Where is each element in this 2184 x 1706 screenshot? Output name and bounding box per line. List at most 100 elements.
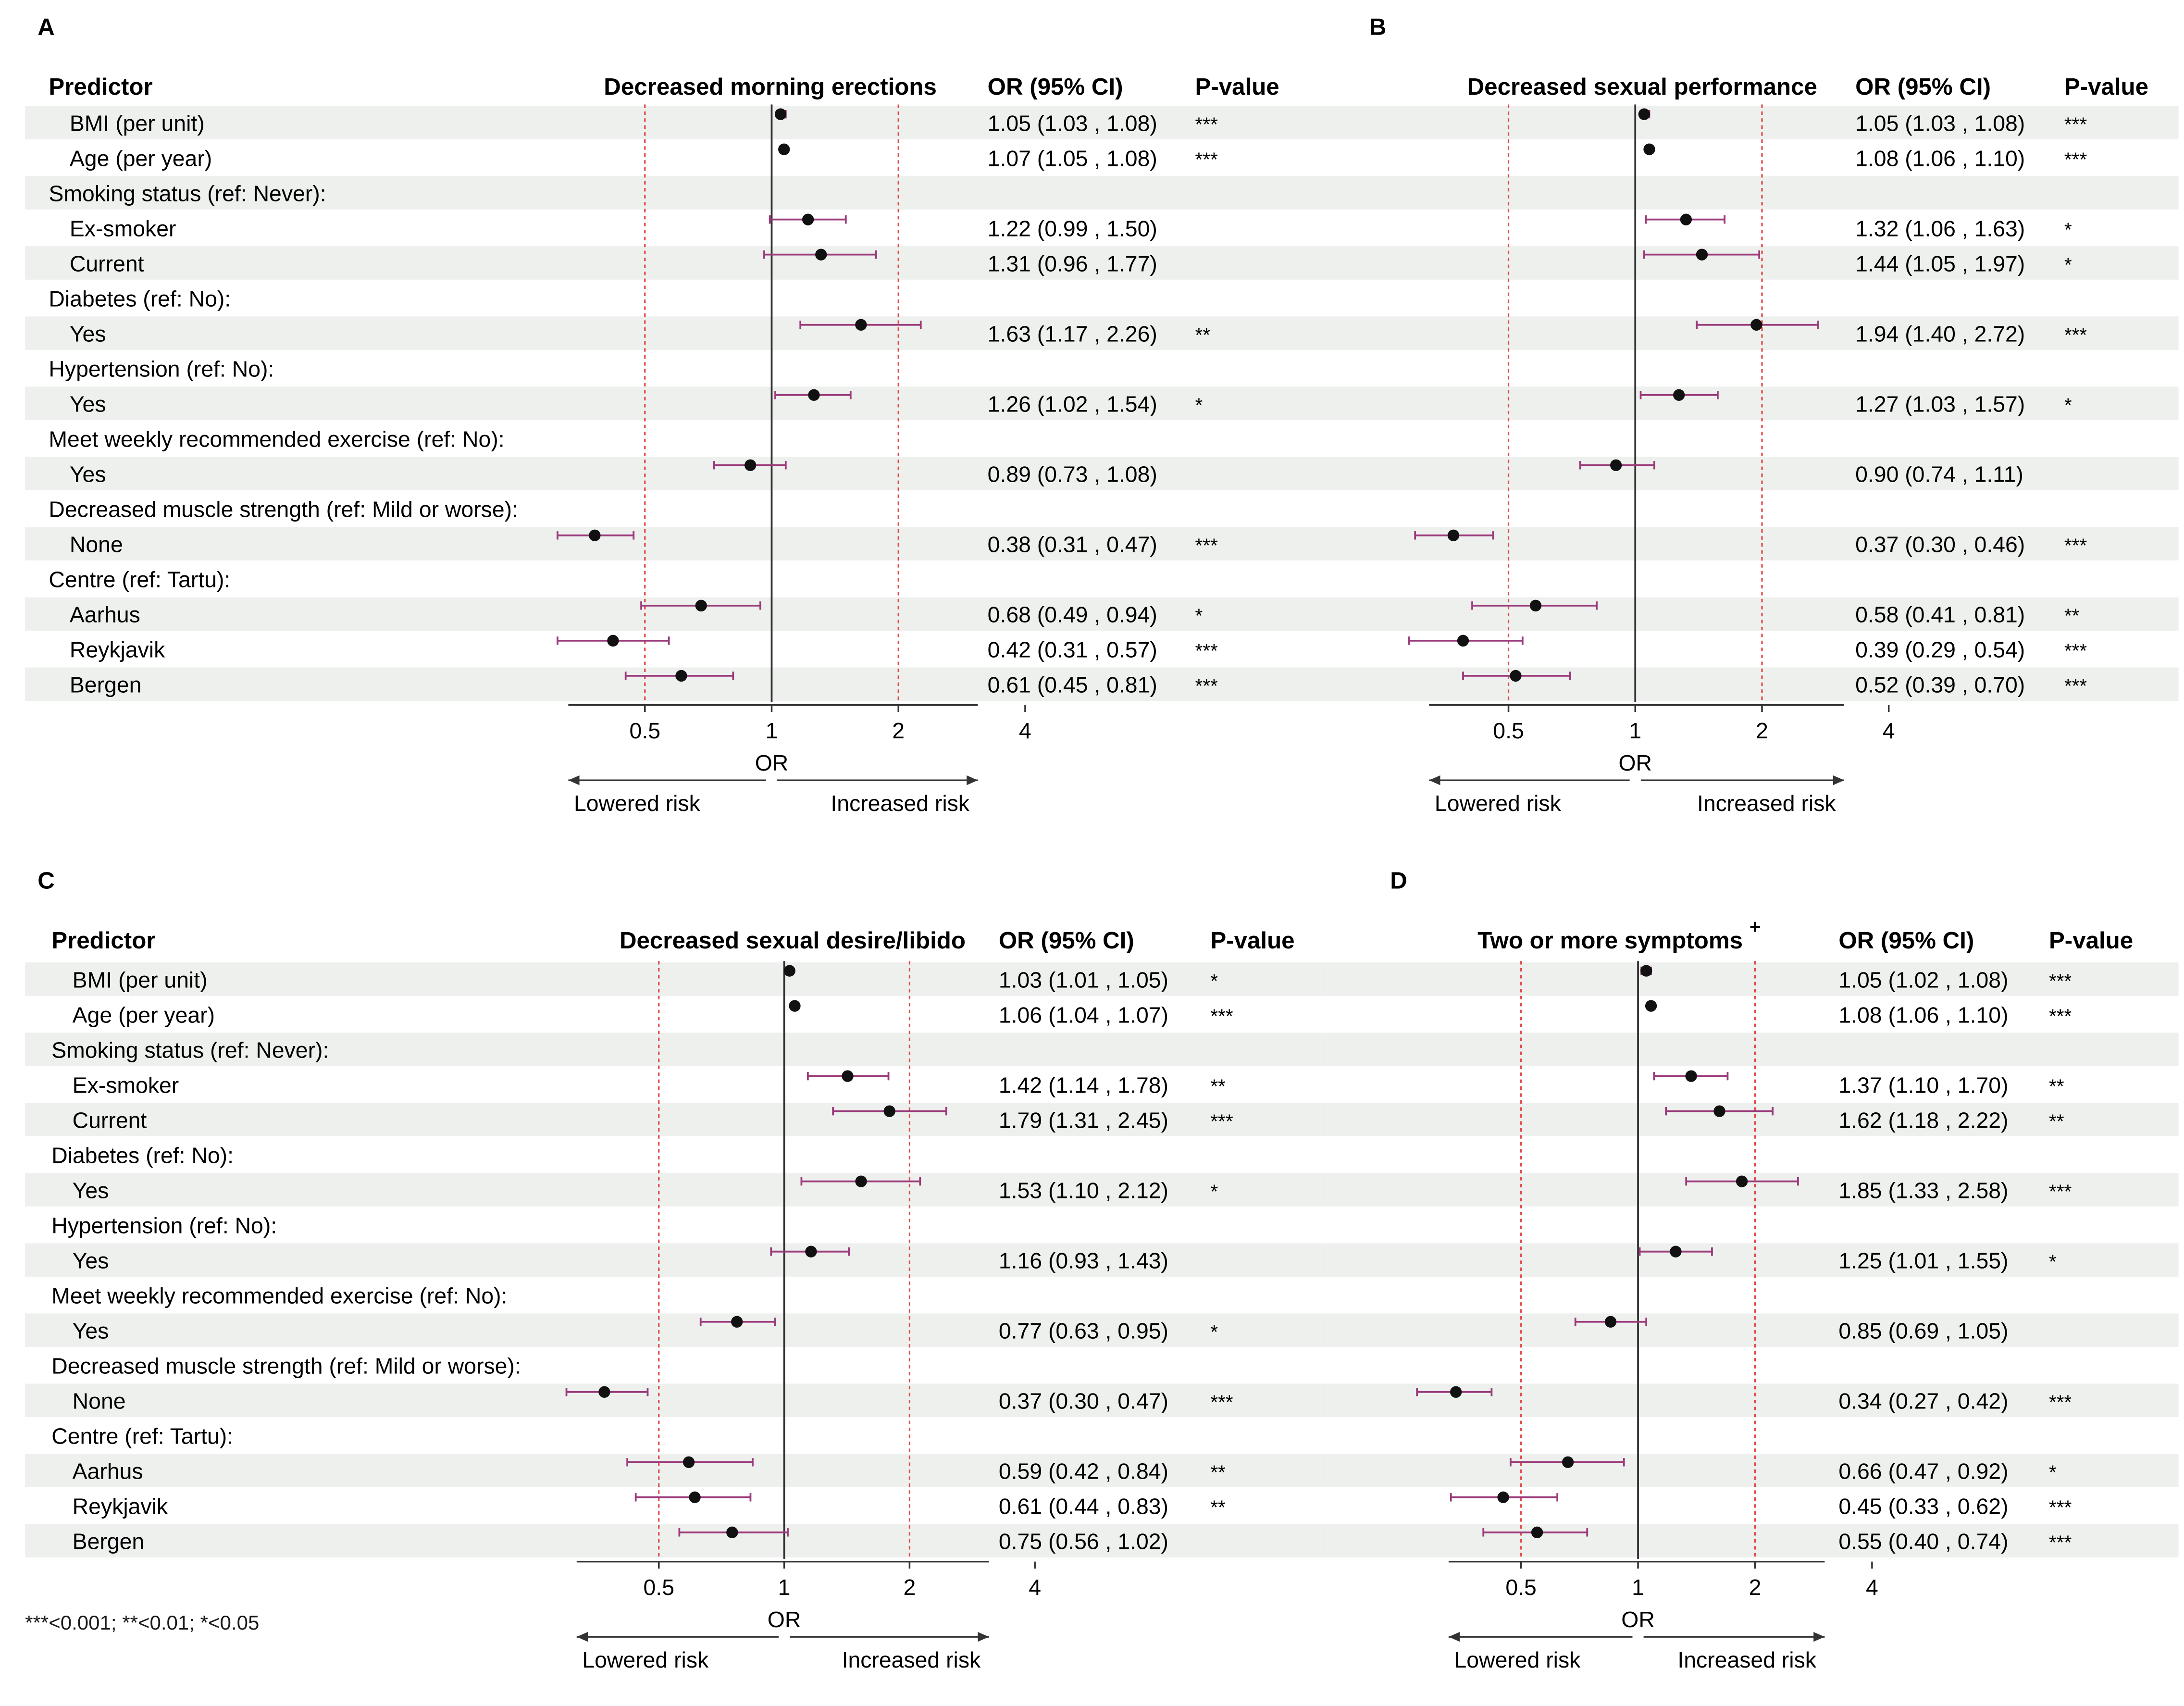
or-point-d bbox=[1640, 965, 1652, 977]
or-point-b bbox=[1696, 249, 1708, 261]
predictor-label-c: Current bbox=[73, 1108, 147, 1133]
plot-title-d: Two or more symptoms bbox=[1477, 927, 1743, 954]
or-ci-value-a: 1.22 (0.99 , 1.50) bbox=[988, 216, 1157, 241]
predictor-label-c: Centre (ref: Tartu): bbox=[51, 1424, 233, 1449]
or-point-c bbox=[842, 1070, 854, 1082]
p-value-c: * bbox=[1210, 970, 1218, 992]
or-point-a bbox=[808, 389, 820, 401]
row-band-d bbox=[1320, 1313, 2179, 1347]
x-tick-label-c: 4 bbox=[1029, 1575, 1041, 1600]
or-point-c bbox=[783, 965, 795, 977]
or-point-b bbox=[1457, 635, 1469, 647]
row-band-d bbox=[1320, 1173, 2179, 1207]
or-point-c bbox=[805, 1245, 817, 1258]
or-ci-value-c: 0.59 (0.42 , 0.84) bbox=[999, 1459, 1168, 1484]
significance-footnote: ***<0.001; **<0.01; *<0.05 bbox=[25, 1613, 260, 1635]
or-ci-value-b: 0.37 (0.30 , 0.46) bbox=[1855, 532, 2025, 557]
p-value-b: *** bbox=[2064, 324, 2087, 346]
or-ci-value-c: 1.16 (0.93 , 1.43) bbox=[999, 1248, 1168, 1273]
or-ci-value-a: 1.31 (0.96 , 1.77) bbox=[988, 251, 1157, 276]
or-ci-value-a: 1.07 (1.05 , 1.08) bbox=[988, 146, 1157, 171]
or-ci-value-c: 1.03 (1.01 , 1.05) bbox=[999, 967, 1168, 992]
p-value-d: *** bbox=[2049, 1391, 2072, 1413]
or-ci-value-d: 0.45 (0.33 , 0.62) bbox=[1838, 1494, 2008, 1519]
predictor-label-a: Meet weekly recommended exercise (ref: N… bbox=[49, 427, 504, 452]
or-ci-value-a: 1.63 (1.17 , 2.26) bbox=[988, 321, 1157, 346]
or-ci-header-b: OR (95% CI) bbox=[1855, 74, 1991, 100]
p-value-a: * bbox=[1195, 394, 1203, 416]
p-value-c: *** bbox=[1210, 1005, 1233, 1027]
row-band-a bbox=[25, 386, 1304, 420]
or-point-d bbox=[1736, 1175, 1748, 1187]
predictor-header-c: Predictor bbox=[51, 927, 155, 954]
p-value-c: ** bbox=[1210, 1461, 1226, 1483]
title-mark-d: + bbox=[1750, 915, 1761, 937]
or-ci-header-c: OR (95% CI) bbox=[999, 927, 1134, 954]
row-band-b bbox=[1303, 246, 2179, 280]
predictor-label-c: None bbox=[73, 1389, 126, 1414]
or-ci-value-d: 1.85 (1.33 , 2.58) bbox=[1838, 1178, 2008, 1203]
predictor-label-c: Reykjavik bbox=[73, 1494, 168, 1519]
row-band-c bbox=[25, 1454, 1321, 1487]
x-tick-label-d: 0.5 bbox=[1505, 1575, 1536, 1600]
or-point-b bbox=[1510, 670, 1522, 682]
or-point-a bbox=[802, 213, 814, 225]
or-ci-value-c: 1.42 (1.14 , 1.78) bbox=[999, 1072, 1168, 1097]
or-point-c bbox=[855, 1175, 867, 1187]
predictor-label-a: Current bbox=[70, 251, 144, 276]
row-band-b bbox=[1303, 597, 2179, 631]
lowered-risk-label-d: Lowered risk bbox=[1454, 1647, 1581, 1672]
row-band-b bbox=[1303, 386, 2179, 420]
lowered-risk-label-b: Lowered risk bbox=[1435, 791, 1562, 816]
x-tick-label-b: 2 bbox=[1756, 718, 1768, 743]
row-band-c bbox=[25, 1243, 1321, 1277]
or-point-b bbox=[1673, 389, 1685, 401]
or-ci-value-b: 0.58 (0.41 , 0.81) bbox=[1855, 602, 2025, 627]
x-axis-title-b: OR bbox=[1618, 750, 1652, 775]
or-ci-value-b: 1.32 (1.06 , 1.63) bbox=[1855, 216, 2025, 241]
increased-risk-arrowhead-c bbox=[978, 1632, 989, 1642]
row-band-d bbox=[1320, 1243, 2179, 1277]
or-ci-value-d: 1.37 (1.10 , 1.70) bbox=[1838, 1072, 2008, 1097]
x-tick-label-b: 4 bbox=[1883, 718, 1895, 743]
or-point-d bbox=[1450, 1386, 1462, 1398]
predictor-label-a: Hypertension (ref: No): bbox=[49, 356, 274, 381]
row-band-c bbox=[25, 1033, 1321, 1066]
p-value-d: * bbox=[2049, 1250, 2057, 1272]
increased-risk-label-b: Increased risk bbox=[1697, 791, 1836, 816]
or-point-c bbox=[726, 1526, 738, 1538]
row-band-a bbox=[25, 246, 1304, 280]
p-value-a: ** bbox=[1195, 324, 1210, 346]
lowered-risk-arrowhead-a bbox=[568, 775, 580, 785]
p-value-c: *** bbox=[1210, 1110, 1233, 1132]
or-ci-value-d: 1.08 (1.06 , 1.10) bbox=[1838, 1002, 2008, 1027]
or-ci-header-a: OR (95% CI) bbox=[988, 74, 1123, 100]
row-band-a bbox=[25, 527, 1304, 560]
row-band-d bbox=[1320, 1033, 2179, 1066]
p-value-a: *** bbox=[1195, 535, 1218, 557]
p-value-d: *** bbox=[2049, 1532, 2072, 1554]
or-point-a bbox=[695, 599, 707, 612]
lowered-risk-arrowhead-c bbox=[576, 1632, 588, 1642]
row-band-b bbox=[1303, 316, 2179, 350]
p-value-a: *** bbox=[1195, 675, 1218, 697]
p-value-d: *** bbox=[2049, 1496, 2072, 1519]
row-band-d bbox=[1320, 1383, 2179, 1417]
row-band-d bbox=[1320, 1524, 2179, 1557]
p-value-d: ** bbox=[2049, 1110, 2064, 1132]
or-point-a bbox=[589, 529, 601, 541]
or-ci-value-d: 0.55 (0.40 , 0.74) bbox=[1838, 1529, 2008, 1554]
predictor-label-c: BMI (per unit) bbox=[73, 967, 208, 992]
p-value-d: *** bbox=[2049, 1180, 2072, 1202]
row-band-c bbox=[25, 1383, 1321, 1417]
x-axis-title-a: OR bbox=[755, 750, 789, 775]
row-band-a bbox=[25, 106, 1304, 139]
p-value-c: ** bbox=[1210, 1496, 1226, 1519]
p-value-c: * bbox=[1210, 1321, 1218, 1343]
or-point-d bbox=[1562, 1456, 1574, 1468]
predictor-label-a: Decreased muscle strength (ref: Mild or … bbox=[49, 497, 518, 522]
x-tick-label-a: 2 bbox=[892, 718, 905, 743]
or-point-d bbox=[1531, 1526, 1543, 1538]
or-ci-value-c: 0.37 (0.30 , 0.47) bbox=[999, 1389, 1168, 1414]
row-band-d bbox=[1320, 1103, 2179, 1136]
